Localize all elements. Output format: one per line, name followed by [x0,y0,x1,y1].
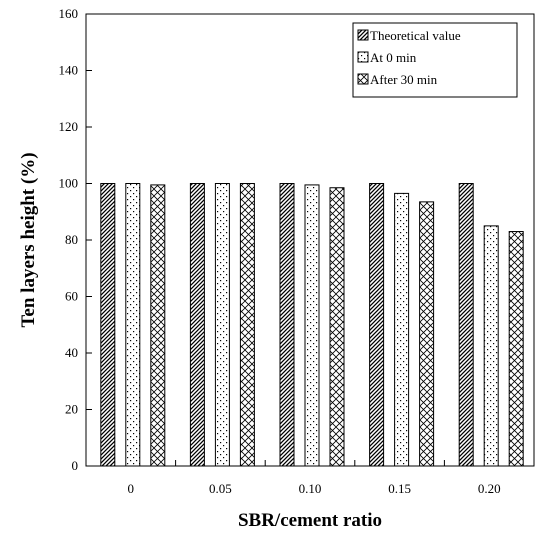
y-tick-label: 0 [72,458,79,473]
bar-diagonal-hatch [100,183,116,467]
y-tick-label: 160 [59,6,79,21]
x-tick-label: 0.05 [209,481,232,496]
y-tick-label: 100 [59,176,79,191]
y-tick-label: 20 [65,402,78,417]
bar-cross-hatch [329,187,345,467]
legend-box [352,22,518,98]
bar-dots [483,225,499,467]
x-axis-title: SBR/cement ratio [238,510,382,531]
y-tick-label: 60 [65,289,78,304]
bar-diagonal-hatch [189,183,205,467]
y-tick-label: 80 [65,232,78,247]
bar-cross-hatch [508,231,524,467]
x-tick-label: 0.10 [299,481,322,496]
bar-diagonal-hatch [279,183,295,467]
bar-diagonal-hatch [458,183,474,467]
y-axis-title: Ten layers height (%) [18,152,39,327]
y-tick-label: 120 [59,119,79,134]
x-tick-label: 0.15 [388,481,411,496]
bar-dots [304,184,320,467]
bar-dots [214,183,230,467]
bar-dots [394,192,410,467]
legend-label: Theoretical value [370,28,461,43]
y-tick-label: 140 [59,63,79,78]
legend-swatch [357,51,369,63]
bar-cross-hatch [239,183,255,467]
bar-cross-hatch [419,201,435,467]
x-tick-label: 0.20 [478,481,501,496]
legend: Theoretical value At 0 min After 30 min [352,22,518,98]
bar-cross-hatch [150,184,166,467]
x-tick-label: 0 [128,481,135,496]
bar-dots [125,183,141,467]
bars-group [100,183,524,467]
x-axis: 0 0.05 0.10 0.15 0.20 [128,460,501,496]
y-tick-label: 40 [65,345,78,360]
bar-diagonal-hatch [369,183,385,467]
legend-swatch [357,73,369,85]
legend-swatch [357,29,369,41]
y-axis: 0 20 40 60 80 100 120 140 160 [59,6,92,473]
legend-label: At 0 min [370,50,417,65]
legend-label: After 30 min [370,72,438,87]
